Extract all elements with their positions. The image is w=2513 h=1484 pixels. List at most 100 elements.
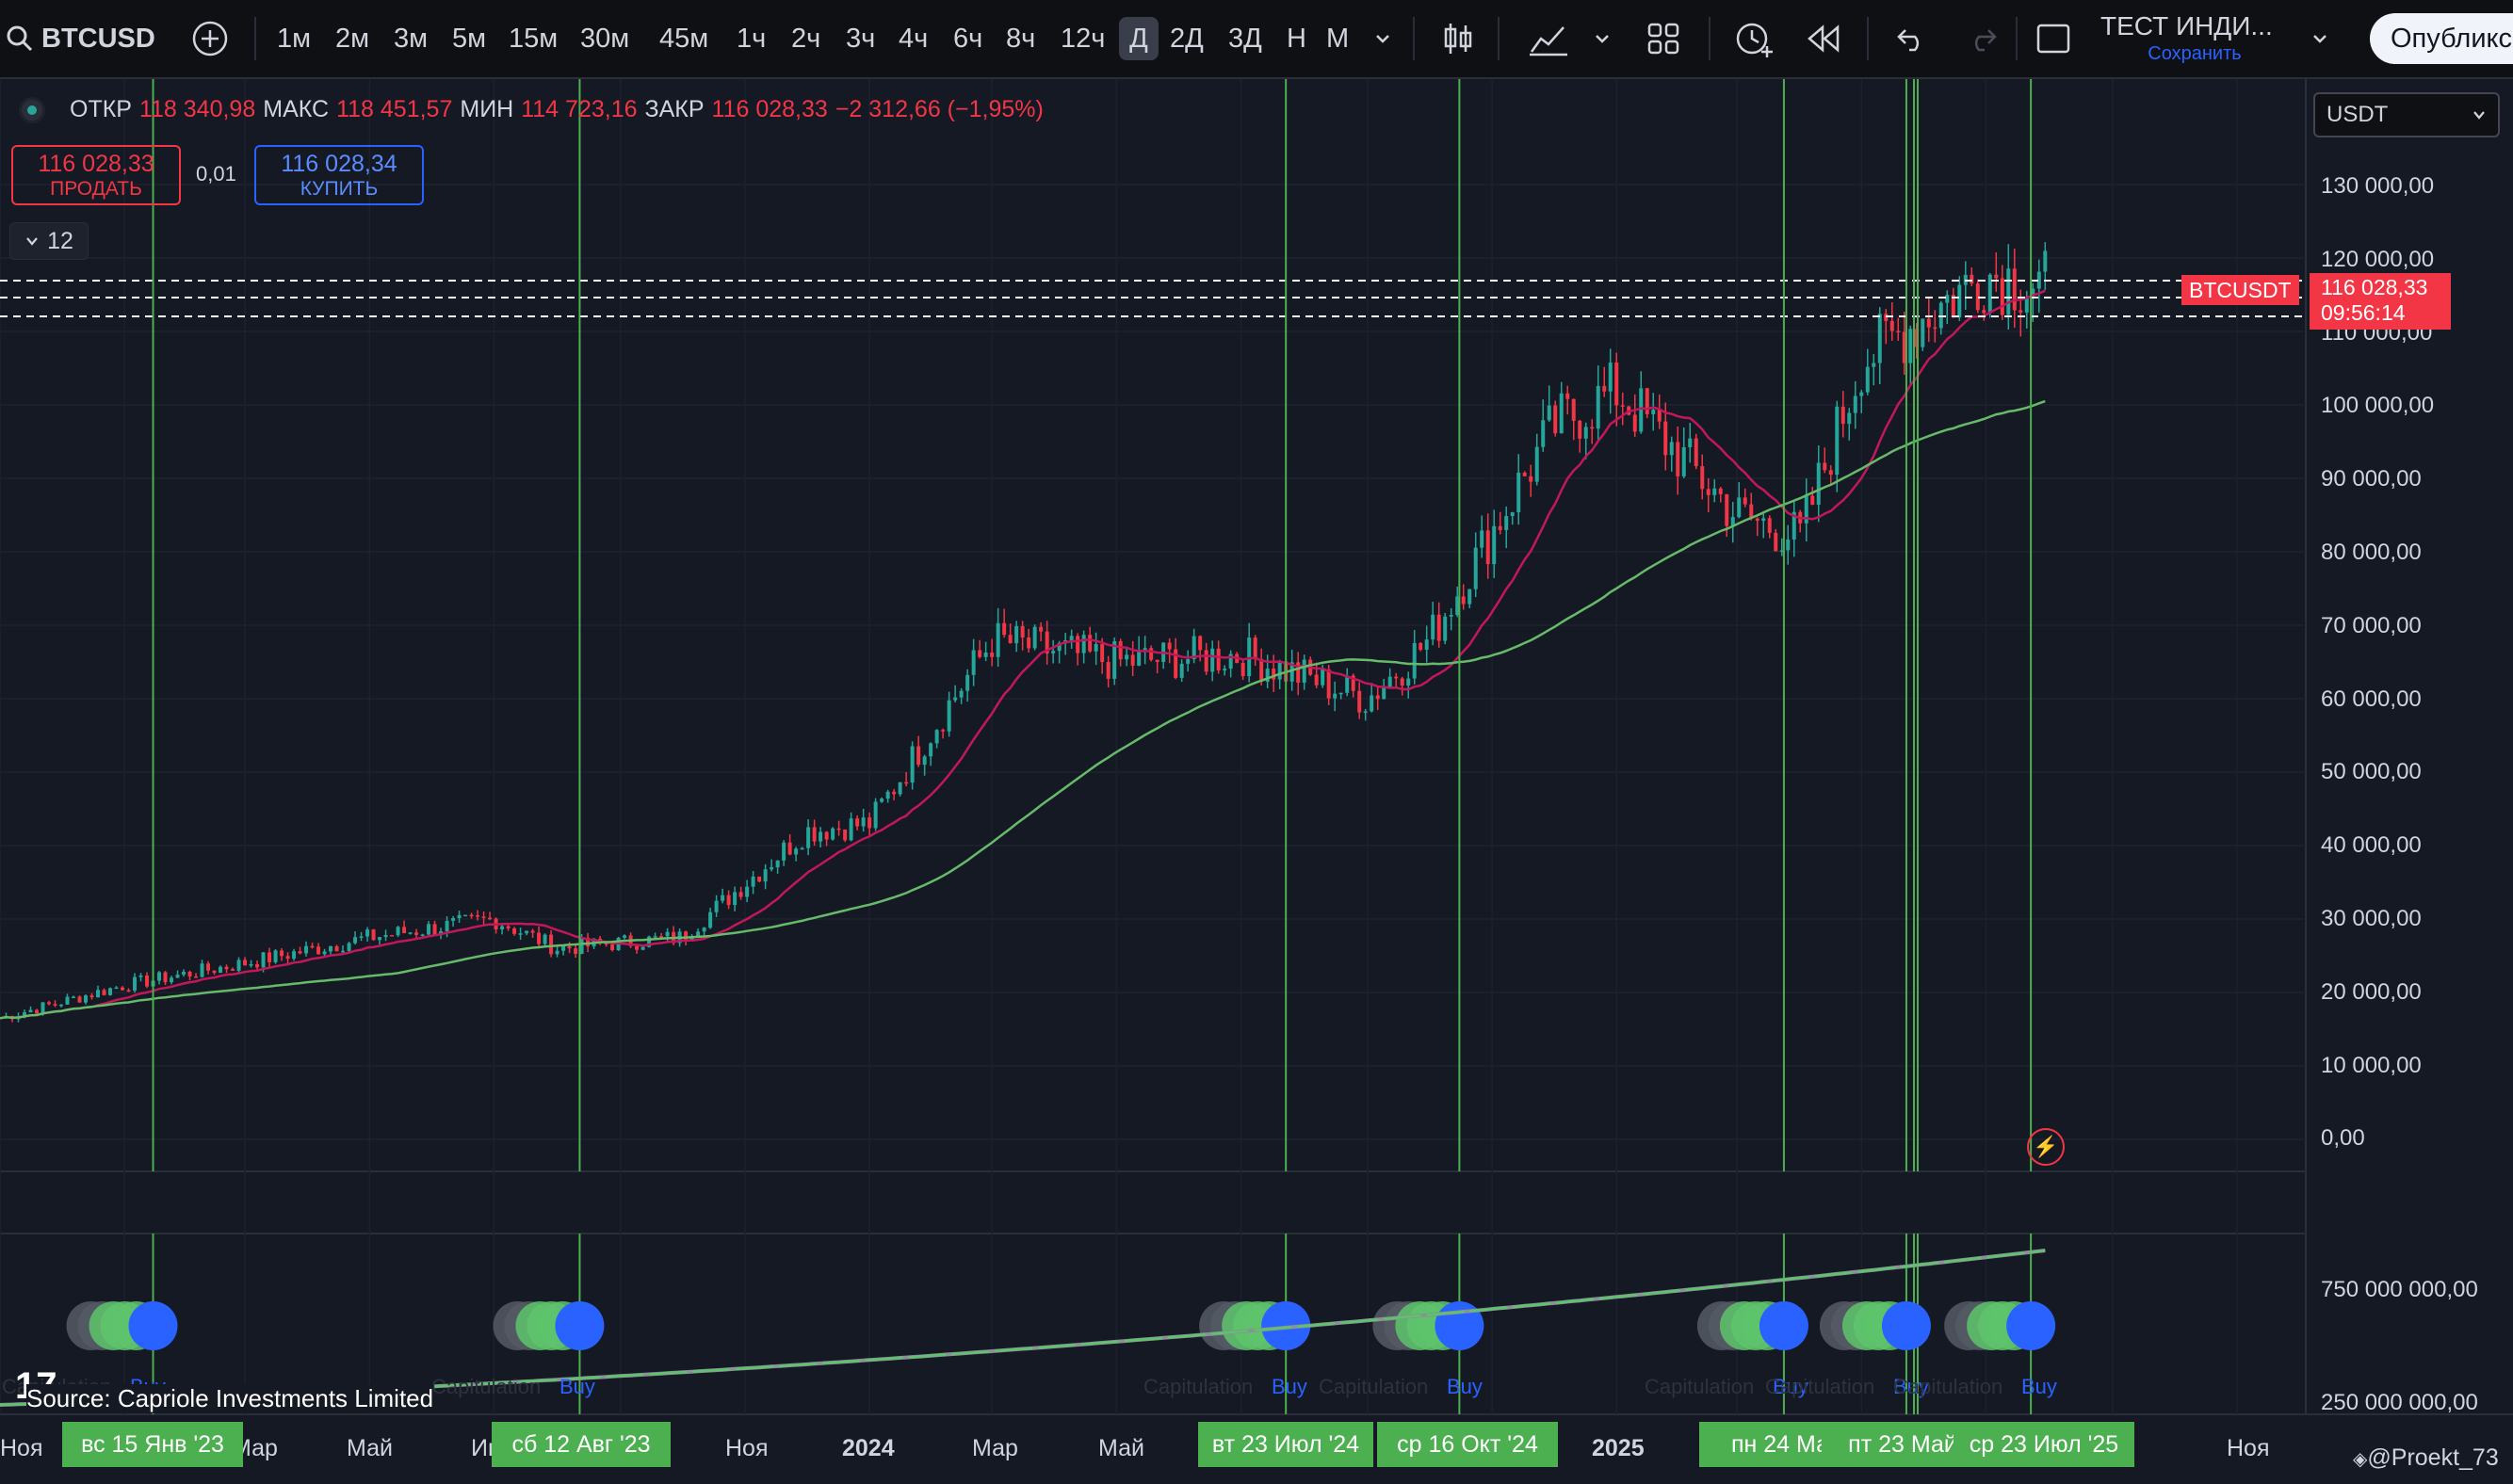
candle-body xyxy=(635,945,640,950)
redo-button[interactable] xyxy=(1963,17,2001,60)
interval-13[interactable]: 8ч xyxy=(1006,23,1036,54)
interval-15[interactable]: Д xyxy=(1119,17,1159,60)
candle-body xyxy=(1149,648,1154,660)
interval-7[interactable]: 45м xyxy=(659,23,709,54)
indicators-dropdown[interactable] xyxy=(1588,17,1616,60)
interval-12[interactable]: 6ч xyxy=(953,23,983,54)
interval-4[interactable]: 5м xyxy=(452,23,487,54)
candle-body xyxy=(1100,644,1105,663)
candle-body xyxy=(1914,329,1919,347)
candle-body xyxy=(1265,669,1270,682)
indicators-icon xyxy=(1530,26,1567,56)
candle-body xyxy=(1938,302,1943,329)
interval-11[interactable]: 4ч xyxy=(899,23,929,54)
interval-10[interactable]: 3ч xyxy=(846,23,876,54)
candle-body xyxy=(1302,659,1306,683)
candle-body xyxy=(506,926,511,928)
candle-body xyxy=(530,930,535,933)
candle-body xyxy=(1737,497,1742,518)
interval-9[interactable]: 2ч xyxy=(791,23,821,54)
alarm-clock-icon xyxy=(1736,23,1773,57)
candle-body xyxy=(836,828,841,831)
high-label: МАКС xyxy=(263,96,330,122)
interval-8[interactable]: 1ч xyxy=(737,23,767,54)
layout-name[interactable]: ТЕСТ ИНДИ... Сохранить xyxy=(2100,11,2289,68)
price-axis-label: 20 000,00 xyxy=(2321,978,2422,1005)
chevron-down-icon xyxy=(2473,111,2485,120)
interval-dropdown[interactable] xyxy=(1368,17,1398,60)
candle-body xyxy=(1498,525,1502,530)
interval-6[interactable]: 30м xyxy=(580,23,630,54)
candle-body xyxy=(1712,488,1717,495)
candle-body xyxy=(1419,642,1423,650)
candle-body xyxy=(800,847,804,850)
symbol-search[interactable]: BTCUSD xyxy=(6,17,155,60)
interval-5[interactable]: 15м xyxy=(509,23,559,54)
candle-body xyxy=(145,975,150,987)
interval-19[interactable]: М xyxy=(1326,23,1350,54)
interval-16[interactable]: 2Д xyxy=(1170,23,1204,54)
candle-body xyxy=(1247,637,1252,677)
candle-body xyxy=(867,817,872,829)
time-axis-label: Мар xyxy=(972,1435,1018,1461)
buy-button[interactable]: 116 028,34 КУПИТЬ xyxy=(254,145,424,205)
highlighted-date: вс 15 Янв '23 xyxy=(62,1422,243,1467)
candle-body xyxy=(2012,268,2017,311)
layout-button[interactable] xyxy=(1645,17,1682,60)
replay-button[interactable] xyxy=(1805,17,1842,60)
candle-body xyxy=(236,960,241,971)
author-label: ◈@Proekt_73 xyxy=(2353,1444,2499,1472)
price-chart[interactable] xyxy=(0,79,2513,1484)
save-label[interactable]: Сохранить xyxy=(2148,43,2242,64)
interval-1[interactable]: 1м xyxy=(277,23,312,54)
candle-body xyxy=(1926,318,1931,328)
indicators-collapse-button[interactable]: 12 xyxy=(9,222,89,260)
candle-body xyxy=(59,1004,64,1007)
candle-body xyxy=(1357,690,1362,713)
candle-body xyxy=(182,971,186,976)
layout-dropdown[interactable] xyxy=(2306,17,2334,60)
candle-body xyxy=(947,700,951,732)
compare-symbol-button[interactable] xyxy=(188,17,232,60)
candle-body xyxy=(640,946,645,950)
highlighted-date: ср 16 Окт '24 xyxy=(1377,1422,1558,1467)
sell-label: ПРОДАТЬ xyxy=(50,178,142,200)
interval-2[interactable]: 2м xyxy=(335,23,370,54)
candle-body xyxy=(334,945,339,952)
currency-select[interactable]: USDT xyxy=(2313,92,2500,137)
candle-body xyxy=(1816,462,1821,506)
candle-body xyxy=(929,743,933,757)
candle-body xyxy=(787,842,792,855)
candle-body xyxy=(1382,686,1386,700)
chart-type-button[interactable] xyxy=(1439,17,1477,60)
candle-body xyxy=(1669,442,1674,456)
candle-body xyxy=(1375,695,1380,700)
candle-body xyxy=(35,1009,40,1014)
candle-body xyxy=(1779,550,1784,552)
candle-body xyxy=(28,1009,33,1013)
interval-18[interactable]: Н xyxy=(1287,23,1306,54)
candle-body xyxy=(298,951,302,954)
interval-3[interactable]: 3м xyxy=(394,23,429,54)
alert-button[interactable] xyxy=(1731,17,1776,60)
publish-button[interactable]: Опубликс xyxy=(2370,13,2513,64)
indicators-button[interactable] xyxy=(1526,17,1571,60)
candle-body xyxy=(316,946,321,955)
candle-body xyxy=(1125,654,1129,660)
candle-body xyxy=(292,951,297,960)
lightning-icon[interactable]: ⚡ xyxy=(2027,1128,2065,1166)
undo-button[interactable] xyxy=(1893,17,1931,60)
candle-body xyxy=(1155,659,1159,663)
interval-14[interactable]: 12ч xyxy=(1061,23,1106,54)
capitulation-label: Capitulation xyxy=(1645,1375,1755,1398)
candle-body xyxy=(121,987,125,991)
visibility-dot-icon[interactable] xyxy=(19,96,45,123)
candle-body xyxy=(1289,662,1294,682)
capitulation-label: Capitulation xyxy=(1765,1375,1875,1398)
candle-body xyxy=(990,653,995,657)
open-label: ОТКР xyxy=(70,96,132,122)
fullscreen-button[interactable] xyxy=(2033,17,2074,60)
interval-17[interactable]: 3Д xyxy=(1228,23,1262,54)
candle-body xyxy=(1583,427,1588,439)
sell-button[interactable]: 116 028,33 ПРОДАТЬ xyxy=(11,145,181,205)
